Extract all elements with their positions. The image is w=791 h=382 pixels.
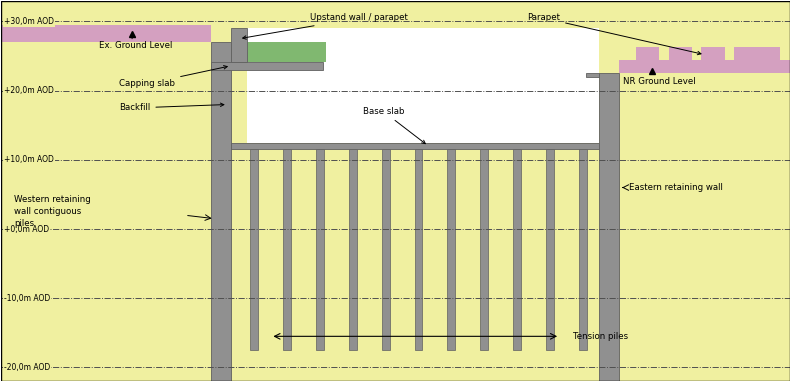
Text: Ex. Ground Level: Ex. Ground Level — [100, 35, 172, 50]
Text: Tension piles: Tension piles — [573, 332, 628, 341]
Text: Backfill: Backfill — [119, 103, 224, 112]
Text: Capping slab: Capping slab — [119, 66, 227, 88]
Bar — [1, 25, 211, 42]
Bar — [248, 42, 327, 62]
Bar — [636, 47, 659, 60]
Text: Eastern retaining wall: Eastern retaining wall — [629, 183, 723, 192]
Bar — [248, 28, 600, 142]
Text: +10,0m AOD: +10,0m AOD — [4, 155, 54, 164]
Bar — [513, 149, 521, 350]
Bar — [702, 47, 725, 60]
Text: +0,0m AOD: +0,0m AOD — [4, 225, 49, 233]
Bar — [480, 149, 488, 350]
Bar — [448, 149, 456, 350]
Text: -10,0m AOD: -10,0m AOD — [4, 294, 51, 303]
Text: +30,0m AOD: +30,0m AOD — [4, 17, 54, 26]
Bar — [349, 149, 357, 350]
Bar — [579, 149, 587, 350]
Text: Base slab: Base slab — [362, 107, 426, 144]
Text: Western retaining
wall contiguous
piles: Western retaining wall contiguous piles — [14, 196, 91, 228]
Bar — [586, 73, 600, 77]
Bar — [619, 60, 790, 73]
Bar — [414, 149, 422, 350]
Text: NR Ground Level: NR Ground Level — [623, 77, 695, 86]
Bar — [211, 42, 231, 381]
Bar — [382, 149, 390, 350]
Text: -20,0m AOD: -20,0m AOD — [4, 363, 51, 372]
Bar — [600, 73, 619, 381]
Bar — [758, 47, 781, 60]
Bar — [231, 28, 248, 62]
Bar — [668, 47, 691, 60]
Text: Parapet: Parapet — [527, 13, 701, 55]
Text: Upstand wall / parapet: Upstand wall / parapet — [243, 13, 408, 39]
Text: +20,0m AOD: +20,0m AOD — [4, 86, 54, 95]
Bar — [283, 149, 291, 350]
Bar — [316, 149, 324, 350]
Bar — [231, 142, 600, 149]
Bar — [250, 149, 258, 350]
Bar — [211, 62, 323, 70]
Bar — [734, 47, 758, 60]
Bar — [546, 149, 554, 350]
